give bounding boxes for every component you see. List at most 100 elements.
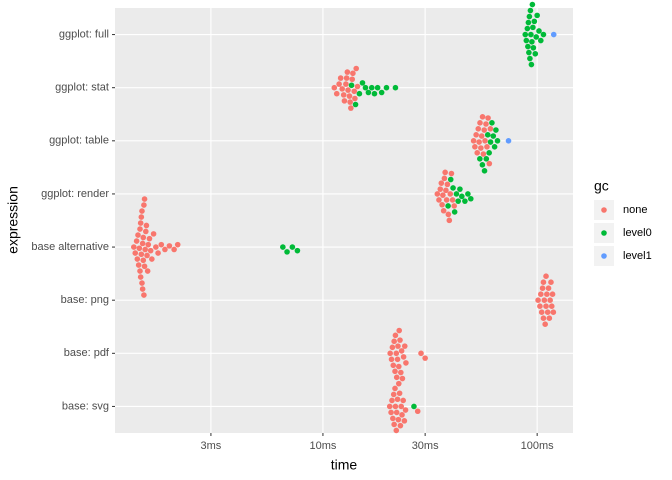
point	[352, 101, 359, 108]
legend-swatch	[601, 230, 607, 236]
x-tick-label: 10ms	[309, 440, 336, 452]
x-tick-label: 30ms	[412, 440, 439, 452]
point	[138, 251, 145, 258]
point	[171, 246, 177, 253]
point	[436, 197, 442, 203]
point	[395, 416, 402, 423]
point	[395, 363, 402, 370]
point	[529, 1, 536, 8]
point	[472, 144, 478, 150]
point	[480, 151, 487, 157]
point	[155, 250, 161, 256]
point	[383, 84, 390, 91]
point	[467, 195, 474, 202]
point	[547, 297, 553, 303]
point	[346, 93, 353, 99]
y-tick-label: ggplot: full	[59, 28, 109, 40]
point	[474, 150, 481, 156]
point	[344, 69, 351, 75]
point	[132, 250, 139, 256]
point	[393, 427, 400, 434]
point	[341, 98, 348, 104]
point	[544, 291, 550, 297]
point	[483, 121, 489, 127]
point	[139, 208, 145, 214]
point	[392, 332, 399, 339]
point	[390, 415, 396, 422]
point	[331, 84, 338, 91]
point	[539, 285, 546, 291]
point	[479, 162, 486, 168]
x-tick-label: 3ms	[201, 440, 222, 452]
point	[352, 95, 358, 102]
point	[144, 268, 151, 274]
point	[438, 180, 445, 186]
point	[394, 356, 401, 363]
point	[484, 144, 490, 150]
point	[530, 44, 537, 51]
legend-label: none	[623, 204, 647, 216]
point	[543, 273, 549, 279]
point	[333, 90, 340, 97]
point	[418, 350, 424, 357]
point	[538, 309, 545, 315]
point	[359, 80, 366, 86]
point	[540, 315, 547, 321]
point	[144, 252, 150, 259]
point	[481, 168, 488, 174]
point	[550, 31, 557, 38]
point	[442, 169, 448, 176]
point	[294, 247, 301, 254]
point	[462, 198, 468, 204]
point	[486, 160, 493, 167]
point	[141, 292, 147, 298]
point	[397, 422, 404, 429]
x-axis-title: time	[331, 457, 358, 473]
point	[400, 354, 407, 360]
point	[135, 262, 142, 268]
point	[522, 31, 529, 38]
point	[143, 228, 149, 235]
point	[529, 38, 535, 45]
point	[284, 249, 290, 255]
point	[537, 303, 543, 309]
point	[392, 385, 398, 392]
point	[138, 214, 145, 220]
point	[388, 409, 394, 416]
legend-title: gc	[594, 178, 609, 194]
point	[343, 75, 350, 81]
point	[365, 89, 372, 96]
point	[494, 138, 501, 144]
point	[422, 355, 428, 361]
point	[528, 31, 534, 38]
point	[489, 120, 495, 126]
point	[450, 185, 456, 191]
point	[448, 170, 455, 177]
point	[142, 246, 148, 253]
point	[477, 120, 483, 126]
point	[434, 191, 441, 197]
point	[549, 291, 556, 297]
point	[371, 90, 378, 97]
point	[131, 244, 137, 250]
point	[150, 231, 157, 237]
legend-label: level0	[623, 227, 652, 239]
y-axis-title: expression	[5, 186, 21, 254]
point	[447, 176, 454, 183]
point	[137, 226, 143, 232]
point	[139, 240, 146, 247]
point	[398, 369, 404, 376]
point	[484, 132, 491, 138]
point	[525, 43, 531, 50]
point	[339, 86, 345, 92]
point	[340, 92, 347, 98]
point	[147, 247, 154, 254]
point	[440, 207, 447, 214]
point	[543, 303, 549, 309]
point	[545, 285, 552, 291]
point	[137, 274, 144, 280]
point	[398, 403, 405, 410]
point	[400, 397, 407, 404]
